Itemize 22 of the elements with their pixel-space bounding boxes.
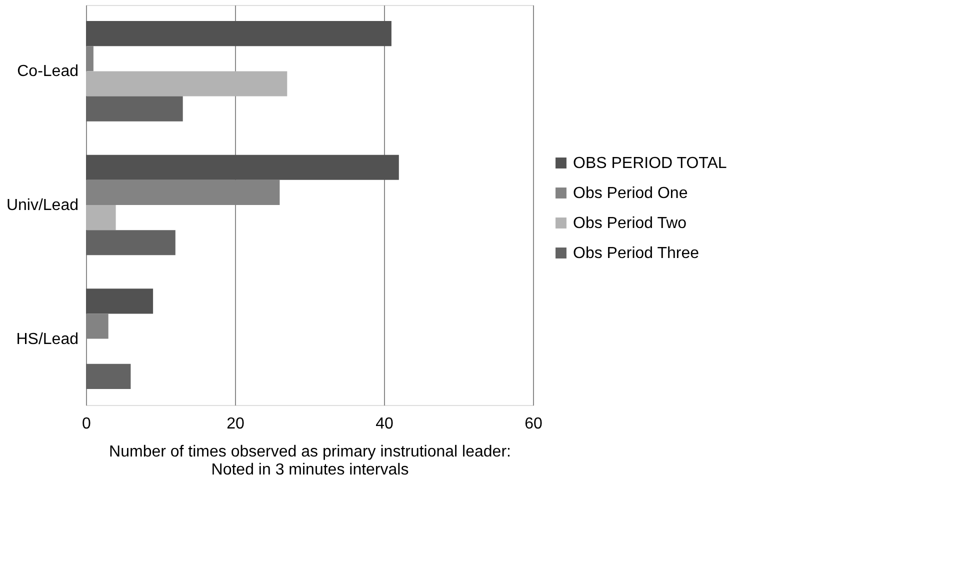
legend-label: Obs Period One <box>573 185 688 202</box>
y-tick-label: Univ/Lead <box>6 197 78 214</box>
bar <box>86 21 392 46</box>
bar <box>86 288 154 314</box>
bar <box>86 71 288 96</box>
x-tick-label: 40 <box>376 416 394 432</box>
bar <box>86 314 108 339</box>
bar <box>86 154 399 180</box>
bar <box>86 46 94 72</box>
x-tick-label: 60 <box>524 416 542 432</box>
legend-label: OBS PERIOD TOTAL <box>573 155 727 172</box>
bar <box>86 230 176 256</box>
legend-label: Obs Period Three <box>573 245 700 262</box>
bar <box>86 205 116 230</box>
y-tick-label: Co-Lead <box>17 63 78 80</box>
x-tick-label: 20 <box>226 416 244 432</box>
y-tick-label: HS/Lead <box>16 330 78 348</box>
x-tick-label: 0 <box>82 416 92 432</box>
bar <box>86 364 131 389</box>
bar <box>86 96 183 122</box>
x-axis-title: Number of times observed as primary instrutional leader: Noted in 3 minutes intervals <box>109 444 511 478</box>
legend-label: Obs Period Two <box>573 215 687 232</box>
